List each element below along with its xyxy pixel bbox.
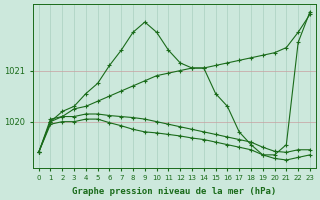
X-axis label: Graphe pression niveau de la mer (hPa): Graphe pression niveau de la mer (hPa) — [72, 187, 276, 196]
